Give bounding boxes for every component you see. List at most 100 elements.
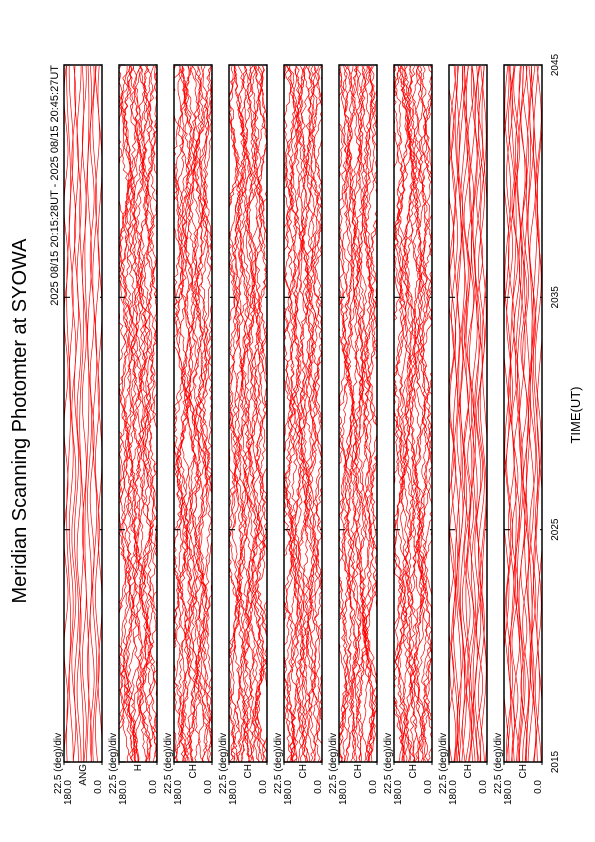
trace — [364, 65, 377, 762]
scale-label: 22.5 (deg)/div — [328, 733, 339, 794]
trace — [470, 65, 478, 762]
trace — [394, 65, 409, 762]
panel-frame — [448, 64, 488, 763]
trace — [128, 65, 143, 762]
trace — [66, 65, 71, 762]
traces — [174, 65, 212, 762]
trace — [234, 65, 249, 762]
trace — [79, 65, 85, 762]
y-tick-label: 0.0 — [148, 780, 159, 794]
trace — [415, 65, 431, 762]
x-tick-label: 2045 — [550, 53, 561, 76]
trace — [518, 65, 526, 762]
trace — [131, 65, 147, 762]
traces — [119, 65, 157, 762]
y-tick-label: 180.0 — [118, 780, 129, 805]
trace — [469, 65, 476, 762]
y-tick-label: 180.0 — [173, 780, 184, 805]
trace — [147, 65, 157, 762]
trace — [339, 65, 349, 762]
panel-frame — [503, 64, 543, 763]
scale-label: 22.5 (deg)/div — [493, 733, 504, 794]
trace — [339, 65, 350, 762]
trace — [199, 65, 212, 762]
trace — [515, 65, 522, 762]
trace — [284, 65, 295, 762]
y-tick-label: 180.0 — [338, 780, 349, 805]
trace — [344, 65, 360, 762]
panel-frame — [118, 64, 158, 763]
trace — [87, 65, 92, 762]
trace — [291, 65, 306, 762]
trace — [422, 65, 432, 762]
trace — [524, 65, 531, 762]
trace — [240, 65, 255, 762]
channel-label: CH — [298, 764, 309, 778]
trace — [311, 65, 322, 762]
trace — [531, 65, 538, 762]
trace — [406, 65, 421, 762]
trace — [527, 65, 535, 762]
traces — [449, 65, 487, 762]
trace — [124, 65, 139, 762]
trace — [534, 65, 542, 762]
trace — [463, 65, 471, 762]
trace — [177, 65, 193, 762]
trace — [456, 65, 464, 762]
trace — [476, 65, 483, 762]
trace — [197, 65, 212, 762]
trace — [312, 65, 322, 762]
channel-label: ANG — [78, 764, 89, 786]
trace — [362, 65, 377, 762]
trace — [509, 66, 517, 762]
trace — [284, 65, 297, 762]
trace — [229, 65, 242, 762]
trace — [408, 65, 423, 762]
trace — [184, 65, 200, 762]
channel-label: CH — [518, 764, 529, 778]
y-tick-label: 0.0 — [478, 780, 489, 794]
trace — [413, 65, 429, 762]
trace — [474, 65, 482, 762]
y-tick-label: 0.0 — [313, 780, 324, 794]
y-tick-label: 180.0 — [63, 780, 74, 805]
y-tick-label: 180.0 — [393, 780, 404, 805]
trace — [252, 65, 267, 762]
panel-frame — [63, 64, 103, 763]
trace — [174, 65, 184, 762]
trace — [192, 65, 207, 762]
trace — [449, 65, 455, 762]
trace — [458, 66, 466, 762]
scale-label: 22.5 (deg)/div — [53, 733, 64, 794]
scale-label: 22.5 (deg)/div — [218, 733, 229, 794]
trace — [305, 65, 321, 762]
panel-frame — [338, 64, 378, 763]
trace — [195, 65, 210, 762]
traces — [394, 65, 432, 762]
scale-label: 22.5 (deg)/div — [273, 733, 284, 794]
trace — [119, 65, 131, 762]
trace — [243, 65, 258, 762]
x-tick-label: 2025 — [550, 518, 561, 541]
chart-subtitle: 2025 08/15 20:15:28UT - 2025 08/15 20:45… — [49, 65, 61, 306]
trace — [245, 65, 260, 762]
y-tick-label: 0.0 — [258, 780, 269, 794]
trace — [346, 65, 361, 762]
trace — [479, 65, 487, 762]
trace — [504, 65, 512, 762]
trace — [467, 65, 475, 762]
trace — [229, 65, 240, 762]
trace — [146, 65, 157, 762]
channel-label: H — [133, 764, 144, 771]
trace — [356, 65, 372, 762]
traces — [339, 65, 377, 762]
y-tick-label: 180.0 — [228, 780, 239, 805]
y-tick-label: 0.0 — [533, 780, 544, 794]
trace — [309, 65, 322, 762]
scale-label: 22.5 (deg)/div — [383, 733, 394, 794]
plot-area: Meridian Scanning Photomter at SYOWA 202… — [9, 53, 583, 805]
y-tick-label: 0.0 — [203, 780, 214, 794]
trace — [451, 65, 458, 762]
channel-label: CH — [243, 764, 254, 778]
trace — [89, 65, 95, 762]
